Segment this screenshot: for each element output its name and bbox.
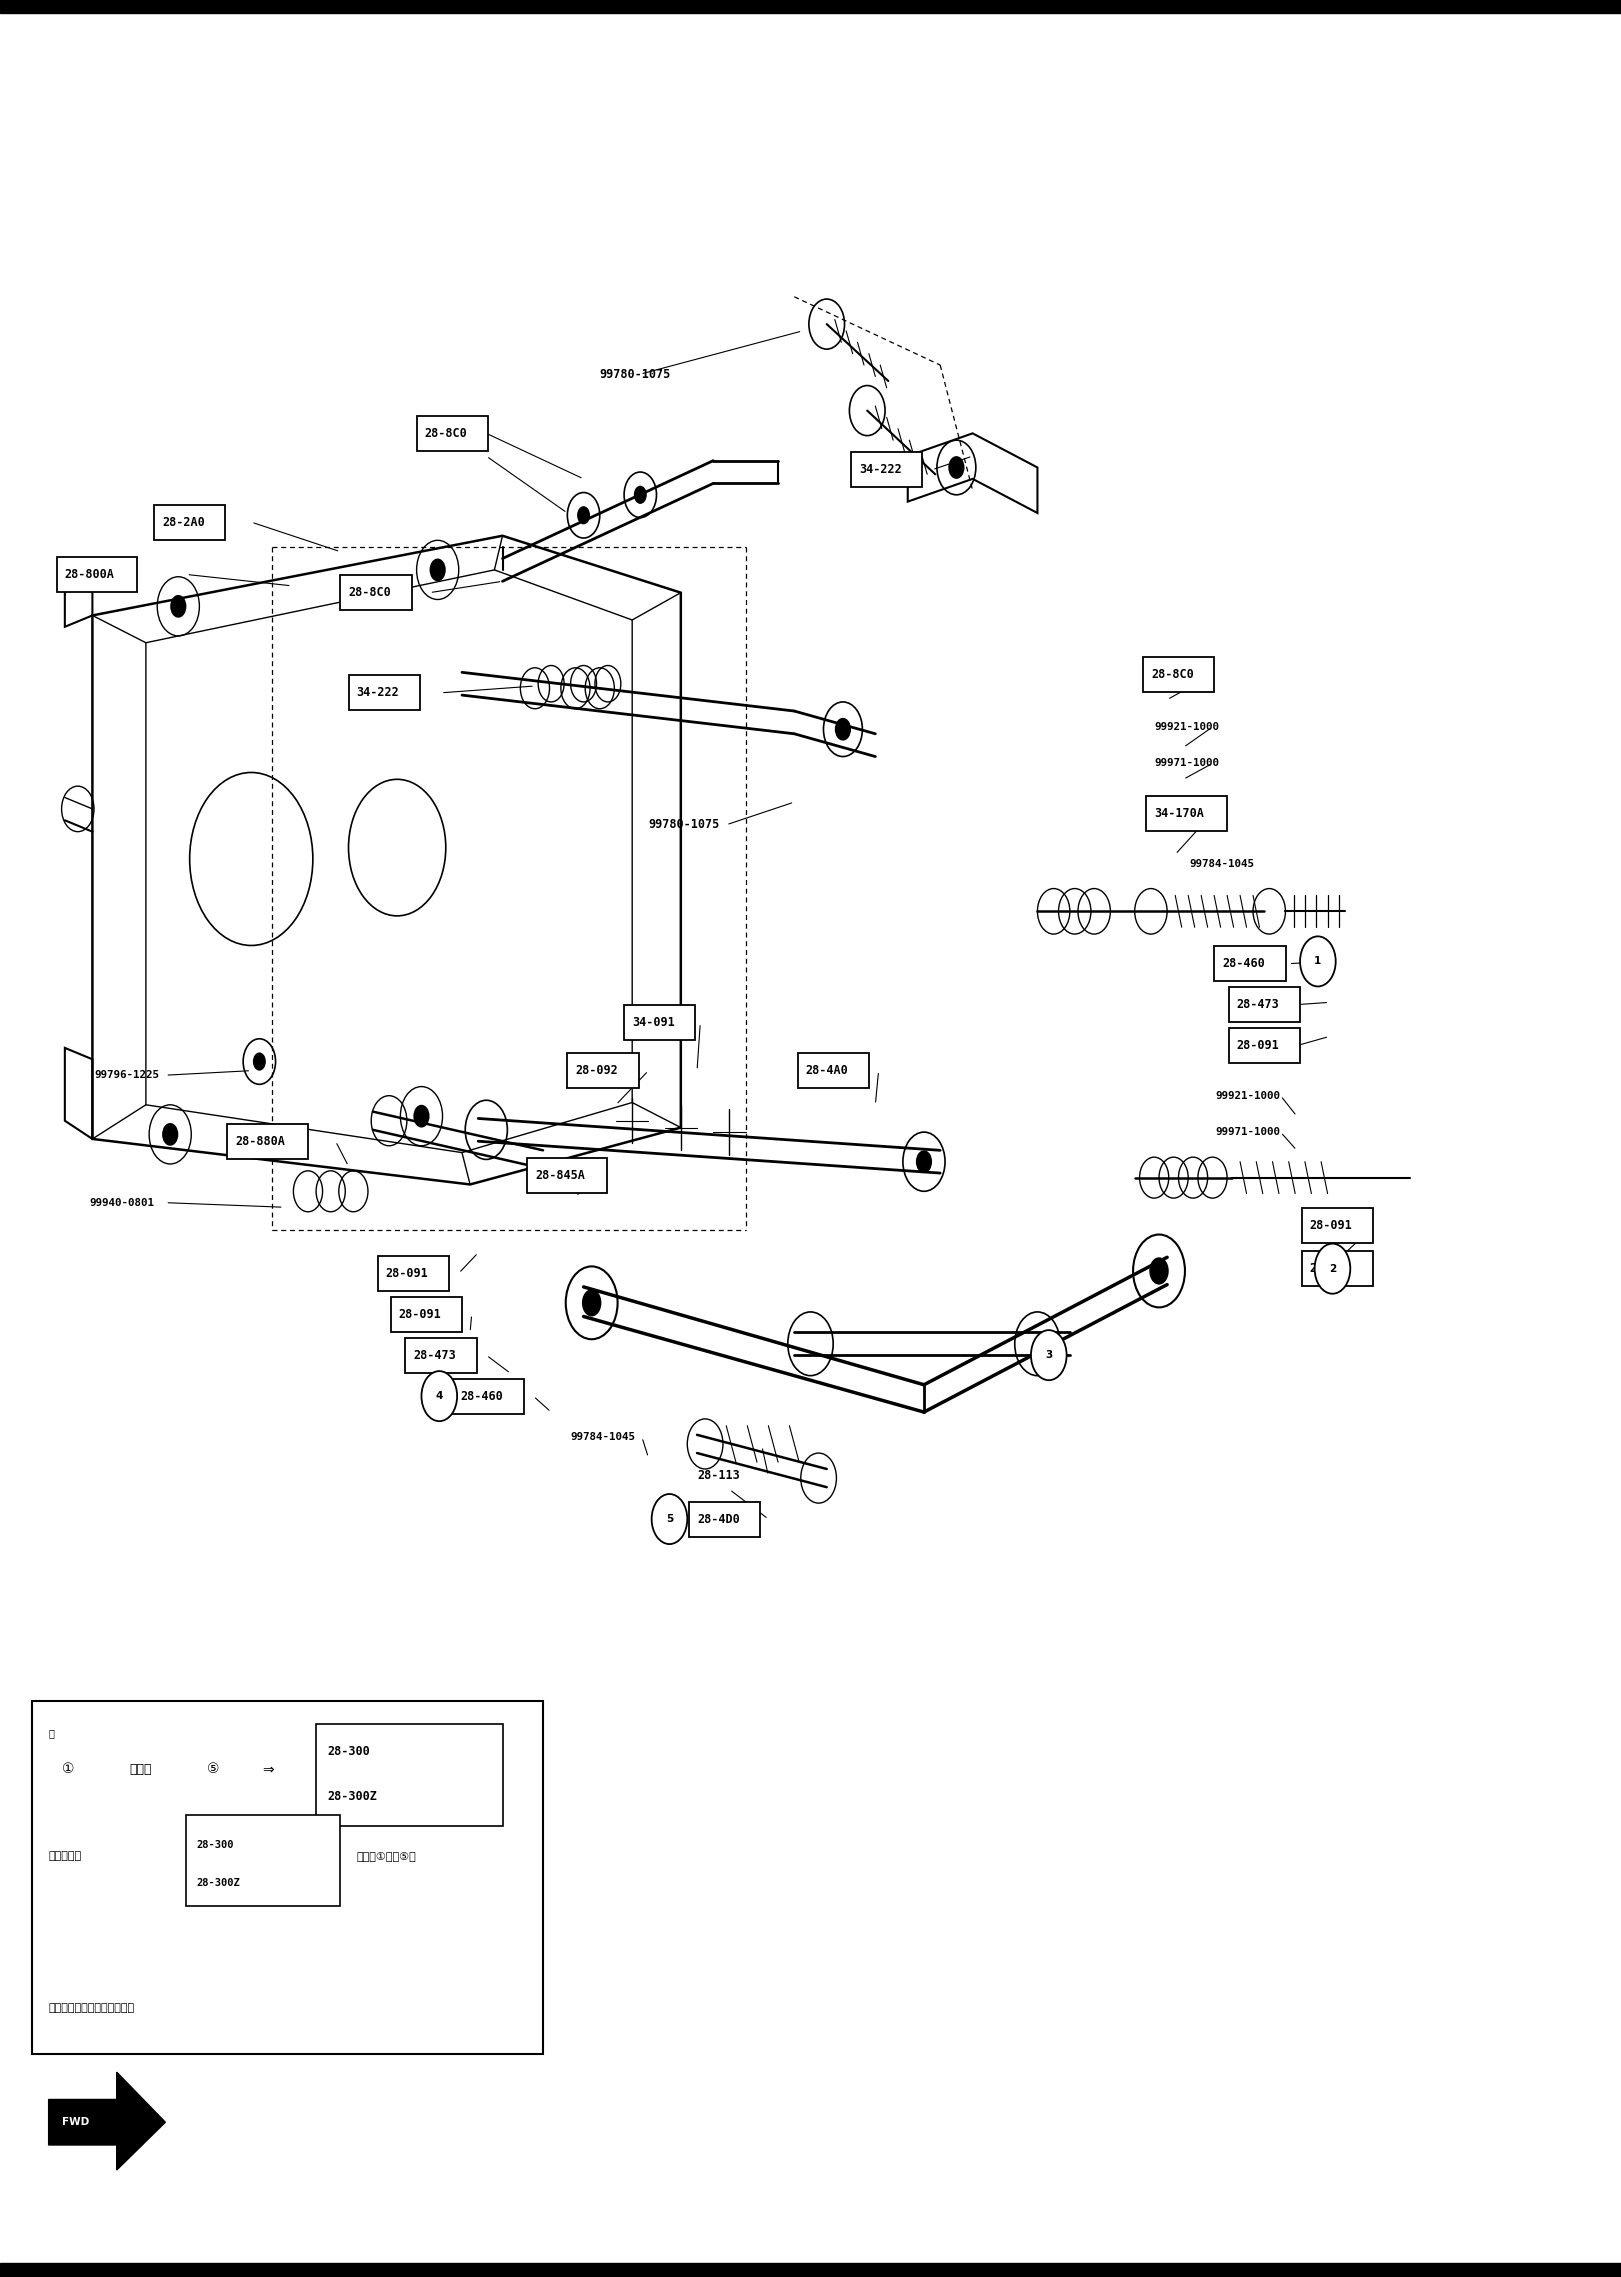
Text: 34-222: 34-222 — [859, 462, 901, 476]
Text: 99796-1225: 99796-1225 — [94, 1070, 159, 1079]
Text: 28-473: 28-473 — [1237, 997, 1279, 1011]
Text: 99780-1075: 99780-1075 — [600, 367, 671, 380]
Circle shape — [1149, 1257, 1169, 1284]
Text: 28-4A0: 28-4A0 — [806, 1063, 848, 1077]
Bar — [1143, 658, 1214, 692]
Text: 28-300Z: 28-300Z — [327, 1790, 378, 1803]
Text: 28-4D0: 28-4D0 — [697, 1512, 739, 1526]
Text: 34-170A: 34-170A — [1154, 806, 1204, 820]
Bar — [1302, 1207, 1373, 1243]
Bar — [798, 1052, 869, 1088]
Text: 部品から構成されています。: 部品から構成されています。 — [49, 2004, 135, 2013]
Circle shape — [916, 1150, 932, 1173]
Bar — [378, 1255, 449, 1291]
Bar — [1146, 797, 1227, 831]
Text: 2: 2 — [1329, 1264, 1336, 1273]
Bar — [57, 558, 138, 592]
Text: 28-8C0: 28-8C0 — [1151, 667, 1193, 681]
Circle shape — [577, 505, 590, 524]
Bar — [227, 1123, 308, 1159]
Bar — [567, 1052, 639, 1088]
Text: 99940-0801: 99940-0801 — [89, 1198, 154, 1207]
Text: 28-300: 28-300 — [327, 1744, 370, 1758]
Text: 28-4B0: 28-4B0 — [1310, 1261, 1352, 1275]
Bar — [1229, 988, 1300, 1022]
Circle shape — [948, 455, 964, 478]
Circle shape — [430, 558, 446, 581]
Text: 28-800A: 28-800A — [65, 567, 115, 581]
Text: 28-091: 28-091 — [386, 1266, 428, 1280]
Bar — [689, 1501, 760, 1537]
Text: 28-092: 28-092 — [575, 1063, 618, 1077]
Bar — [316, 1724, 503, 1826]
Bar — [851, 453, 922, 487]
Text: 99921-1000: 99921-1000 — [1216, 1091, 1281, 1100]
Bar — [32, 1701, 543, 2054]
Text: 28-091: 28-091 — [399, 1307, 441, 1321]
Circle shape — [652, 1494, 687, 1544]
Text: 28-8C0: 28-8C0 — [349, 585, 391, 599]
Text: 28-8C0: 28-8C0 — [425, 426, 467, 439]
Bar — [417, 417, 488, 451]
Text: 5: 5 — [666, 1514, 673, 1523]
Text: 28-2A0: 28-2A0 — [162, 515, 204, 528]
Text: 28-300: 28-300 — [196, 1840, 233, 1849]
Circle shape — [582, 1289, 601, 1316]
Bar — [1302, 1250, 1373, 1287]
Text: 4: 4 — [436, 1391, 443, 1400]
Circle shape — [1031, 1330, 1067, 1380]
Bar — [0, 2263, 1621, 2277]
Circle shape — [413, 1104, 430, 1127]
Bar — [1229, 1029, 1300, 1063]
Bar — [186, 1815, 340, 1906]
Text: 99971-1000: 99971-1000 — [1216, 1127, 1281, 1136]
Text: ①: ① — [62, 1762, 75, 1776]
Text: 28-460: 28-460 — [1222, 956, 1264, 970]
Bar — [0, 0, 1621, 14]
Text: 1: 1 — [1315, 956, 1321, 965]
Text: 28-113: 28-113 — [697, 1469, 739, 1482]
Bar — [391, 1296, 462, 1332]
Text: 28-091: 28-091 — [1237, 1038, 1279, 1052]
Bar — [527, 1157, 608, 1193]
Bar — [349, 676, 420, 710]
Bar — [340, 576, 412, 610]
Circle shape — [1315, 1243, 1350, 1293]
Bar — [624, 1006, 695, 1041]
Circle shape — [1300, 936, 1336, 986]
Circle shape — [634, 485, 647, 503]
Text: 28-091: 28-091 — [1310, 1218, 1352, 1232]
Text: 99921-1000: 99921-1000 — [1154, 722, 1219, 731]
Text: 99971-1000: 99971-1000 — [1154, 758, 1219, 767]
Circle shape — [162, 1123, 178, 1145]
Text: 34-091: 34-091 — [632, 1016, 674, 1029]
Text: FWD: FWD — [62, 2118, 89, 2127]
Circle shape — [421, 1371, 457, 1421]
Text: 34-222: 34-222 — [357, 685, 399, 699]
Circle shape — [835, 717, 851, 740]
Text: 注: 注 — [49, 1728, 55, 1737]
Text: 99780-1075: 99780-1075 — [648, 817, 720, 831]
Circle shape — [170, 594, 186, 617]
Text: 28-880A: 28-880A — [235, 1134, 285, 1148]
Text: 28-460: 28-460 — [460, 1389, 503, 1403]
Bar — [452, 1378, 524, 1414]
Text: 3: 3 — [1046, 1350, 1052, 1359]
Bar — [405, 1337, 477, 1373]
Text: 28-473: 28-473 — [413, 1348, 456, 1362]
Circle shape — [253, 1052, 266, 1070]
Text: 品名コード: 品名コード — [49, 1851, 81, 1860]
Bar — [154, 505, 225, 540]
Text: ⇒: ⇒ — [263, 1762, 274, 1776]
Text: 28-300Z: 28-300Z — [196, 1879, 240, 1888]
Text: 28-845A: 28-845A — [535, 1168, 585, 1182]
Text: ・・・: ・・・ — [130, 1762, 152, 1776]
Text: 99784-1045: 99784-1045 — [571, 1432, 635, 1441]
Polygon shape — [49, 2072, 165, 2170]
Bar — [1214, 947, 1285, 981]
Text: 99784-1045: 99784-1045 — [1190, 858, 1255, 868]
Text: ⑤: ⑤ — [207, 1762, 220, 1776]
Text: は図番①から⑤の: は図番①から⑤の — [357, 1851, 417, 1860]
